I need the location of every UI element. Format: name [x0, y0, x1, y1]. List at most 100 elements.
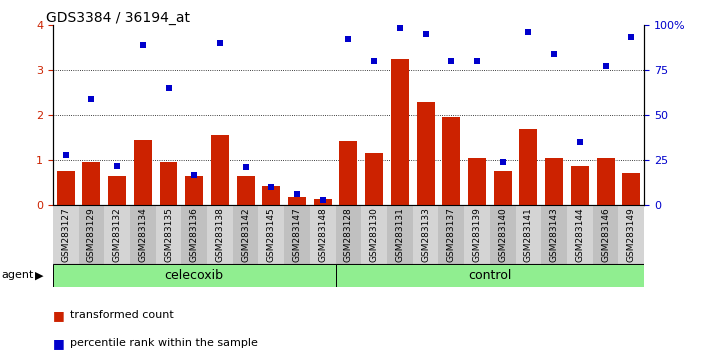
Point	[472, 58, 483, 64]
Bar	[494, 171, 512, 205]
Bar	[314, 199, 332, 205]
Bar	[545, 158, 563, 205]
Bar	[468, 158, 486, 205]
Bar	[336, 205, 361, 264]
Bar	[104, 205, 130, 264]
Text: GSM283143: GSM283143	[550, 207, 559, 262]
Text: GSM283145: GSM283145	[267, 207, 276, 262]
Bar	[417, 102, 434, 205]
Point	[446, 58, 457, 64]
Text: GSM283147: GSM283147	[293, 207, 301, 262]
Point	[240, 165, 251, 170]
Point	[626, 35, 637, 40]
Bar	[439, 205, 464, 264]
Text: ■: ■	[53, 337, 65, 350]
Text: GSM283141: GSM283141	[524, 207, 533, 262]
Point	[523, 29, 534, 35]
Bar	[160, 161, 177, 205]
Point	[548, 51, 560, 57]
Bar	[156, 205, 182, 264]
Bar	[288, 197, 306, 205]
Text: GSM283144: GSM283144	[575, 207, 584, 262]
Bar	[237, 176, 255, 205]
Bar	[541, 205, 567, 264]
Bar	[185, 176, 203, 205]
Point	[497, 159, 508, 165]
Text: transformed count: transformed count	[70, 310, 174, 320]
Point	[343, 36, 354, 42]
Point	[137, 42, 149, 47]
Bar	[336, 264, 644, 287]
Bar	[596, 158, 615, 205]
Point	[265, 184, 277, 190]
Bar	[387, 205, 413, 264]
Text: GSM283142: GSM283142	[241, 207, 250, 262]
Bar	[53, 264, 336, 287]
Text: GSM283135: GSM283135	[164, 207, 173, 262]
Point	[600, 63, 611, 69]
Text: control: control	[468, 269, 512, 282]
Bar	[567, 205, 593, 264]
Bar	[490, 205, 515, 264]
Point	[111, 163, 122, 169]
Point	[369, 58, 380, 64]
Text: GSM283137: GSM283137	[447, 207, 455, 262]
Bar	[310, 205, 336, 264]
Point	[189, 172, 200, 177]
Bar	[258, 205, 284, 264]
Bar	[593, 205, 618, 264]
Bar	[391, 59, 409, 205]
Bar	[520, 129, 537, 205]
Bar	[571, 166, 589, 205]
Text: GSM283139: GSM283139	[472, 207, 482, 262]
Text: GSM283148: GSM283148	[318, 207, 327, 262]
Bar	[134, 140, 152, 205]
Point	[291, 192, 303, 197]
Bar	[79, 205, 104, 264]
Bar	[365, 153, 383, 205]
Bar	[82, 161, 101, 205]
Text: GSM283127: GSM283127	[61, 207, 70, 262]
Bar	[108, 176, 126, 205]
Text: GSM283149: GSM283149	[627, 207, 636, 262]
Bar	[56, 171, 75, 205]
Text: GSM283146: GSM283146	[601, 207, 610, 262]
Point	[394, 25, 406, 31]
Text: ▶: ▶	[35, 270, 44, 280]
Point	[214, 40, 225, 46]
Point	[86, 96, 97, 102]
Text: GSM283131: GSM283131	[396, 207, 404, 262]
Point	[420, 31, 432, 37]
Bar	[207, 205, 233, 264]
Text: celecoxib: celecoxib	[165, 269, 224, 282]
Text: GDS3384 / 36194_at: GDS3384 / 36194_at	[46, 11, 190, 25]
Text: GSM283140: GSM283140	[498, 207, 508, 262]
Bar	[263, 186, 280, 205]
Text: GSM283138: GSM283138	[215, 207, 225, 262]
Text: percentile rank within the sample: percentile rank within the sample	[70, 338, 258, 348]
Text: GSM283136: GSM283136	[189, 207, 199, 262]
Text: GSM283134: GSM283134	[138, 207, 147, 262]
Bar	[361, 205, 387, 264]
Point	[317, 197, 328, 203]
Text: GSM283128: GSM283128	[344, 207, 353, 262]
Bar	[413, 205, 439, 264]
Text: GSM283129: GSM283129	[87, 207, 96, 262]
Text: GSM283133: GSM283133	[421, 207, 430, 262]
Text: ■: ■	[53, 309, 65, 321]
Text: agent: agent	[1, 270, 34, 280]
Bar	[622, 173, 641, 205]
Text: GSM283130: GSM283130	[370, 207, 379, 262]
Point	[163, 85, 174, 91]
Bar	[53, 205, 79, 264]
Bar	[130, 205, 156, 264]
Bar	[618, 205, 644, 264]
Bar	[442, 117, 460, 205]
Bar	[182, 205, 207, 264]
Bar	[284, 205, 310, 264]
Bar	[211, 135, 229, 205]
Bar	[233, 205, 258, 264]
Bar	[339, 141, 358, 205]
Text: GSM283132: GSM283132	[113, 207, 122, 262]
Bar	[515, 205, 541, 264]
